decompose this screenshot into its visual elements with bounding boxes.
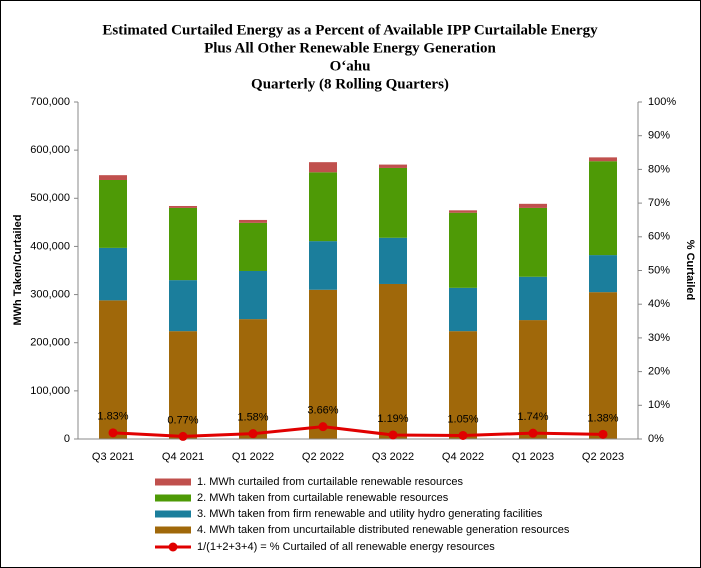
line-point [178,431,188,441]
x-tick-label: Q3 2021 [92,451,134,463]
bar-segment [99,175,127,180]
line-point [458,430,468,440]
bar-segment [99,300,127,439]
bar-segment [589,255,617,293]
y2-tick-label: 40% [648,298,670,310]
legend-swatch [155,526,191,534]
y-tick-label: 200,000 [30,337,70,349]
data-label: 1.19% [377,413,408,425]
x-tick-label: Q1 2023 [512,451,554,463]
data-label: 1.74% [517,411,548,423]
legend-label: 1/(1+2+3+4) = % Curtailed of all renewab… [197,541,495,553]
y-tick-label: 600,000 [30,144,70,156]
bar-segment [589,161,617,256]
bar-segment [379,283,407,439]
chart-title: Estimated Curtailed Energy as a Percent … [102,22,598,38]
y-tick-label: 500,000 [30,192,70,204]
y2-tick-label: 70% [648,197,670,209]
bar-segment [239,222,267,271]
legend-label: 2. MWh taken from curtailable renewable … [197,492,449,504]
bar-segment [449,287,477,332]
legend-label: 3. MWh taken from firm renewable and uti… [197,508,543,520]
bar-segment [309,172,337,242]
bar-segment [519,320,547,439]
bar-segment [379,164,407,168]
bar-segment [449,331,477,439]
y-tick-label: 400,000 [30,240,70,252]
line-point [248,429,258,439]
y-tick-label: 700,000 [30,96,70,108]
legend-swatch [155,478,191,486]
data-label: 0.77% [167,414,198,426]
x-tick-label: Q2 2023 [582,451,624,463]
x-tick-label: Q2 2022 [302,451,344,463]
y-axis-title: MWh Taken/Curtailed [12,214,24,325]
bar-segment [309,241,337,290]
line-point [528,428,538,438]
y-tick-label: 300,000 [30,288,70,300]
bar-segment [239,319,267,439]
x-tick-label: Q4 2021 [162,451,204,463]
bar-segment [519,276,547,321]
data-label: 1.83% [97,411,128,423]
legend-swatch [155,494,191,502]
line-point [598,429,608,439]
chart-title: Quarterly (8 Rolling Quarters) [251,76,449,92]
line-series [112,425,604,438]
bar-segment [589,157,617,162]
bar-segment [379,167,407,238]
y2-tick-label: 20% [648,366,670,378]
bar-segment [449,212,477,288]
bar-segment [449,210,477,213]
chart-title: Plus All Other Renewable Energy Generati… [204,40,496,56]
bar-segment [309,162,337,173]
y2-tick-label: 60% [648,231,670,243]
data-label: 1.38% [587,412,618,424]
bar-segment [99,179,127,248]
line-point [388,430,398,440]
line-point [108,428,118,438]
bar-segment [239,219,267,223]
y2-tick-label: 50% [648,264,670,276]
y2-tick-label: 100% [648,96,676,108]
data-label: 1.05% [447,413,478,425]
bar-segment [379,237,407,284]
chart-title: O‘ahu [330,58,371,74]
legend-label: 1. MWh curtailed from curtailable renewa… [197,476,463,488]
y2-tick-label: 80% [648,163,670,175]
legend-swatch [155,510,191,518]
y2-tick-label: 0% [648,433,664,445]
data-label: 1.58% [237,412,268,424]
bar-segment [309,289,337,439]
bar-segment [169,331,197,439]
bar-segment [589,292,617,439]
legend-swatch [168,542,178,552]
line-point [318,422,328,432]
bar-segment [239,270,267,320]
data-label: 3.66% [307,405,338,417]
bar-segment [169,280,197,332]
y2-tick-label: 90% [648,130,670,142]
y2-tick-label: 30% [648,332,670,344]
bar-segment [169,205,197,208]
bar-segment [169,207,197,281]
bar-segment [519,203,547,208]
bar-segment [99,247,127,301]
legend-label: 4. MWh taken from uncurtailable distribu… [197,524,570,536]
x-tick-label: Q3 2022 [372,451,414,463]
y-tick-label: 0 [64,433,70,445]
x-tick-label: Q1 2022 [232,451,274,463]
y2-tick-label: 10% [648,399,670,411]
x-tick-label: Q4 2022 [442,451,484,463]
y2-axis-title: % Curtailed [684,240,696,301]
bar-segment [519,207,547,277]
y-tick-label: 100,000 [30,385,70,397]
